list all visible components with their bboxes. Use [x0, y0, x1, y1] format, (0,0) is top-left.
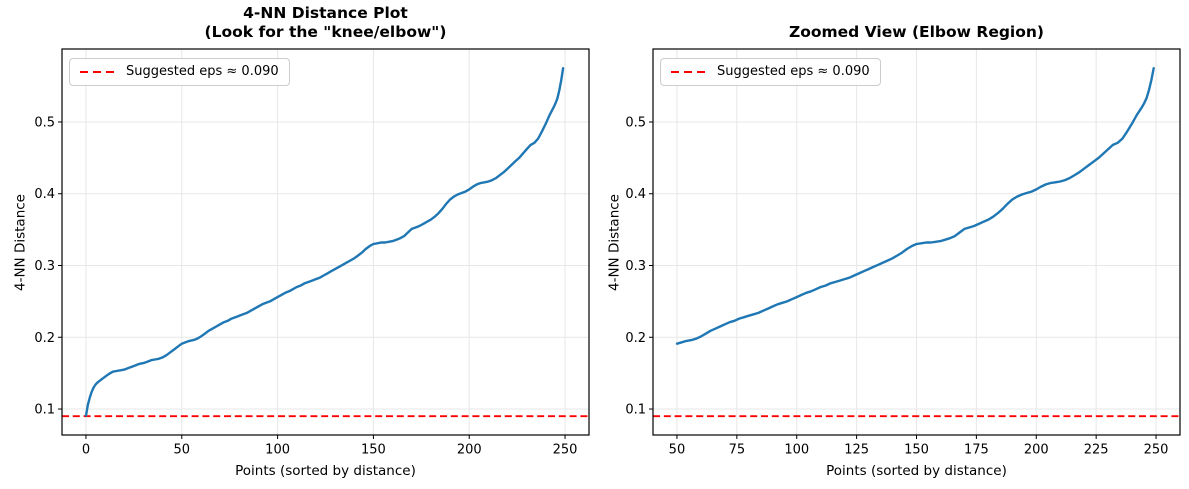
knn-distance-curve	[84, 66, 565, 417]
plot-background	[62, 49, 589, 435]
right-plot: 50 75 100 125 150 175 200 225 250 0.1 0.2 0.3 0.4 0.5	[625, 48, 1181, 458]
x-axis-ticks: 50 75 100 125 150 175 200 225 250	[669, 435, 1169, 458]
x-tick-label: 125	[844, 443, 869, 458]
y-tick-label: 0.3	[625, 259, 646, 274]
left-y-axis-label: 4-NN Distance	[12, 194, 29, 291]
x-axis-ticks: 0 50 100 150 200 250	[82, 435, 578, 458]
dashed-line-icon	[80, 71, 117, 73]
x-tick-label: 200	[1024, 443, 1049, 458]
x-tick-label: 0	[82, 443, 90, 458]
x-tick-label: 75	[729, 443, 746, 458]
x-tick-label: 50	[173, 443, 190, 458]
y-tick-label: 0.3	[34, 259, 55, 274]
x-tick-label: 150	[361, 443, 386, 458]
y-tick-label: 0.2	[625, 331, 646, 346]
x-tick-label: 225	[1084, 443, 1109, 458]
y-tick-label: 0.5	[625, 115, 646, 130]
grid	[62, 49, 589, 435]
y-axis-ticks: 0.1 0.2 0.3 0.4 0.5	[34, 115, 62, 418]
y-tick-label: 0.1	[34, 403, 55, 418]
y-axis-ticks: 0.1 0.2 0.3 0.4 0.5	[625, 115, 653, 418]
right-y-axis-label: 4-NN Distance	[606, 194, 623, 291]
x-tick-label: 50	[669, 443, 686, 458]
left-x-axis-label: Points (sorted by distance)	[235, 463, 416, 479]
right-plot-title: Zoomed View (Elbow Region)	[788, 23, 1045, 41]
x-tick-label: 175	[964, 443, 989, 458]
x-tick-label: 100	[265, 443, 290, 458]
y-tick-label: 0.4	[625, 187, 646, 202]
axes-border	[61, 48, 590, 436]
y-tick-label: 0.1	[625, 403, 646, 418]
right-plot-legend: Suggested eps ≈ 0.090	[660, 58, 881, 86]
legend-label: Suggested eps ≈ 0.090	[126, 64, 279, 79]
y-tick-label: 0.5	[34, 115, 55, 130]
left-plot-title: 4-NN Distance Plot (Look for the "knee/e…	[204, 4, 447, 41]
dashed-line-icon	[671, 71, 708, 73]
knn-distance-curve	[675, 66, 1155, 345]
x-tick-label: 200	[457, 443, 482, 458]
x-tick-label: 100	[784, 443, 809, 458]
x-tick-label: 250	[1144, 443, 1169, 458]
y-tick-label: 0.2	[34, 331, 55, 346]
x-tick-label: 250	[553, 443, 578, 458]
grid	[653, 49, 1180, 435]
left-plot-legend: Suggested eps ≈ 0.090	[69, 58, 290, 86]
x-tick-label: 150	[904, 443, 929, 458]
legend-label: Suggested eps ≈ 0.090	[717, 64, 870, 79]
right-x-axis-label: Points (sorted by distance)	[826, 463, 1007, 479]
y-tick-label: 0.4	[34, 187, 55, 202]
left-plot: 0 50 100 150 200 250 0.1 0.2 0.3 0.4 0.5	[34, 48, 590, 458]
